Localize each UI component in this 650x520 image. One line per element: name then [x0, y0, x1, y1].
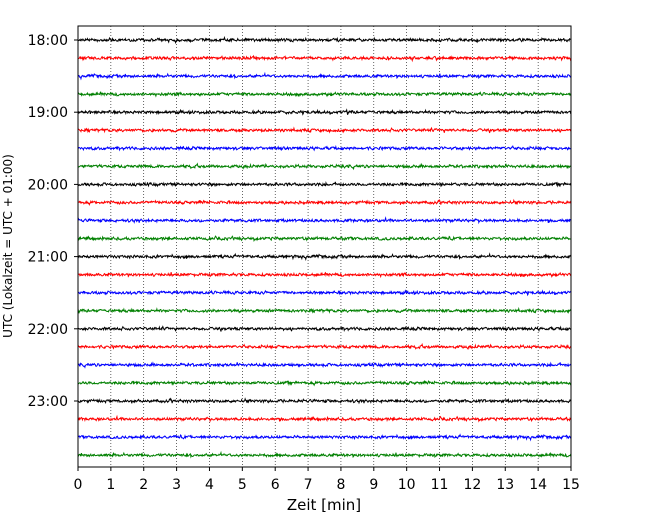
x-tick-label-8: 8: [336, 477, 345, 493]
x-tick-label-12: 12: [463, 477, 481, 493]
x-tick-label-4: 4: [205, 477, 214, 493]
trace-16: [77, 306, 572, 315]
y-tick-label-2: 20:00: [28, 177, 68, 193]
y-tick-label-5: 23:00: [28, 394, 68, 410]
trace-23: [77, 433, 572, 442]
trace-5: [77, 108, 572, 116]
trace-11: [77, 216, 572, 225]
x-tick-label-13: 13: [496, 477, 514, 493]
trace-8: [77, 162, 572, 171]
x-tick-label-10: 10: [398, 477, 416, 493]
x-tick-label-14: 14: [529, 477, 547, 493]
plot-background: [78, 26, 571, 467]
y-axis-label: UTC (Lokalzeit = UTC + 01:00): [1, 154, 15, 338]
trace-6: [77, 126, 572, 134]
trace-3: [77, 71, 572, 81]
x-tick-label-1: 1: [106, 477, 115, 493]
trace-9: [77, 181, 572, 188]
x-tick-label-15: 15: [562, 477, 580, 493]
trace-15: [77, 289, 572, 297]
x-tick-label-2: 2: [139, 477, 148, 493]
x-tick-label-3: 3: [172, 477, 181, 493]
trace-1: [77, 35, 572, 45]
trace-12: [77, 235, 572, 243]
trace-2: [77, 54, 572, 63]
y-axis-ticks: 18:00 19:00 20:00 21:00 22:00 23:00: [28, 33, 78, 410]
x-tick-label-7: 7: [304, 477, 313, 493]
trace-20: [77, 379, 572, 387]
trace-18: [77, 342, 572, 351]
trace-7: [77, 144, 572, 152]
x-tick-label-0: 0: [74, 477, 83, 493]
x-tick-label-9: 9: [369, 477, 378, 493]
x-tick-label-5: 5: [238, 477, 247, 493]
y-tick-label-3: 21:00: [28, 250, 68, 266]
x-axis-label: Zeit [min]: [287, 496, 361, 514]
seismic-traces: [77, 35, 572, 459]
trace-24: [77, 450, 572, 459]
y-tick-label-1: 19:00: [28, 105, 68, 121]
trace-22: [77, 414, 572, 423]
y-tick-label-4: 22:00: [28, 322, 68, 338]
trace-17: [77, 325, 572, 333]
trace-21: [77, 397, 572, 405]
trace-10: [77, 198, 572, 206]
x-axis-ticks: 0 1 2 3 4 5 6 7 8 9 10 11 12 13 14 15: [74, 467, 580, 493]
trace-19: [77, 361, 572, 369]
y-tick-label-0: 18:00: [28, 33, 68, 49]
trace-14: [77, 271, 572, 279]
trace-13: [77, 252, 572, 262]
plot-frame: [77, 25, 572, 468]
x-tick-label-6: 6: [271, 477, 280, 493]
x-tick-label-11: 11: [431, 477, 449, 493]
trace-4: [77, 90, 572, 98]
